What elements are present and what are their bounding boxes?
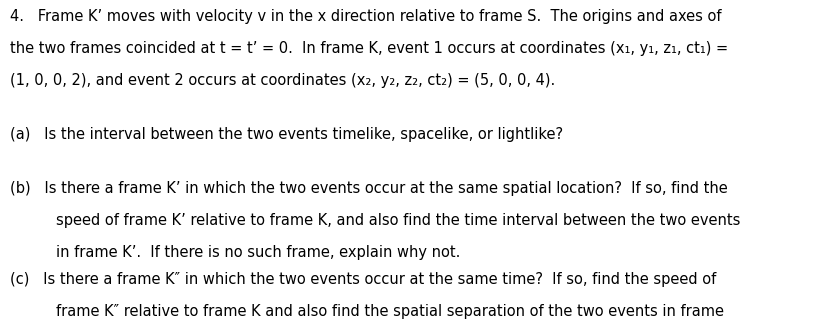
Text: (a)   Is the interval between the two events timelike, spacelike, or lightlike?: (a) Is the interval between the two even…: [10, 127, 563, 142]
Text: speed of frame K’ relative to frame K, and also find the time interval between t: speed of frame K’ relative to frame K, a…: [56, 213, 741, 228]
Text: in frame K’.  If there is no such frame, explain why not.: in frame K’. If there is no such frame, …: [56, 245, 461, 260]
Text: the two frames coincided at t = t’ = 0.  In frame K, event 1 occurs at coordinat: the two frames coincided at t = t’ = 0. …: [10, 41, 728, 56]
Text: (b)   Is there a frame K’ in which the two events occur at the same spatial loca: (b) Is there a frame K’ in which the two…: [10, 181, 727, 196]
Text: 4.   Frame K’ moves with velocity v in the x direction relative to frame S.  The: 4. Frame K’ moves with velocity v in the…: [10, 9, 722, 24]
Text: frame K″ relative to frame K and also find the spatial separation of the two eve: frame K″ relative to frame K and also fi…: [56, 304, 724, 319]
Text: (c)   Is there a frame K″ in which the two events occur at the same time?  If so: (c) Is there a frame K″ in which the two…: [10, 272, 716, 287]
Text: (1, 0, 0, 2), and event 2 occurs at coordinates (x₂, y₂, z₂, ct₂) = (5, 0, 0, 4): (1, 0, 0, 2), and event 2 occurs at coor…: [10, 73, 555, 88]
